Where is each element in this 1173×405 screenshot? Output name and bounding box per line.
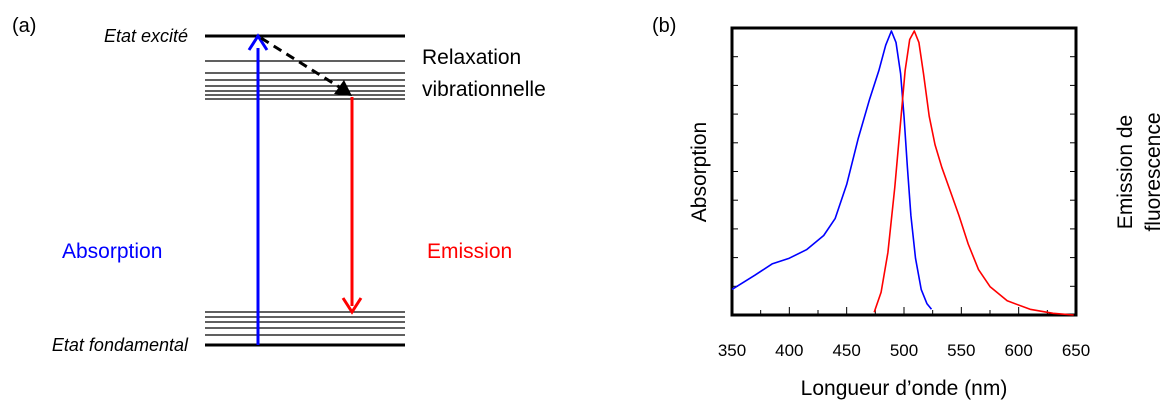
x-tick-label: 350 xyxy=(718,341,746,360)
x-tick-label: 550 xyxy=(947,341,975,360)
excited-state-label: Etat excité xyxy=(104,26,188,46)
relaxation-arrowhead xyxy=(334,80,352,96)
x-tick-labels: 350 400 450 500 550 600 650 xyxy=(718,341,1090,360)
emission-label: Emission xyxy=(427,240,512,263)
spectra-curves xyxy=(731,30,1074,316)
right-axis-label-line1: Emission de xyxy=(1114,115,1137,229)
x-tick-label: 600 xyxy=(1004,341,1032,360)
absorption-label: Absorption xyxy=(62,240,162,263)
panel-b-label: (b) xyxy=(652,15,676,37)
right-axis-label-line2: fluorescence xyxy=(1142,112,1165,231)
x-tick-label: 400 xyxy=(775,341,803,360)
panel-a-label: (a) xyxy=(12,15,36,37)
x-axis-label: Longueur d’onde (nm) xyxy=(801,377,1008,400)
absorption-spectrum-line xyxy=(731,30,933,310)
relaxation-arrow xyxy=(260,36,345,92)
absorption-arrowhead xyxy=(247,33,269,51)
tick-marks xyxy=(731,56,1077,315)
x-tick-label: 450 xyxy=(832,341,860,360)
plot-frame xyxy=(730,26,1078,317)
relaxation-label-line2: vibrationnelle xyxy=(422,78,546,101)
relaxation-label-line1: Relaxation xyxy=(422,46,521,69)
ground-state-label: Etat fondamental xyxy=(52,335,189,355)
spectrum-chart: (b) 350 400 450 500 550 600 650 Longueur d’ond… xyxy=(652,15,1165,400)
x-tick-label: 650 xyxy=(1062,341,1090,360)
x-tick-label: 500 xyxy=(890,341,918,360)
left-axis-label: Absorption xyxy=(688,122,711,222)
emission-spectrum-line xyxy=(873,30,1074,316)
emission-arrowhead xyxy=(341,297,363,315)
energy-diagram: (a) Etat excité Etat fondamental Relaxat… xyxy=(12,15,546,355)
